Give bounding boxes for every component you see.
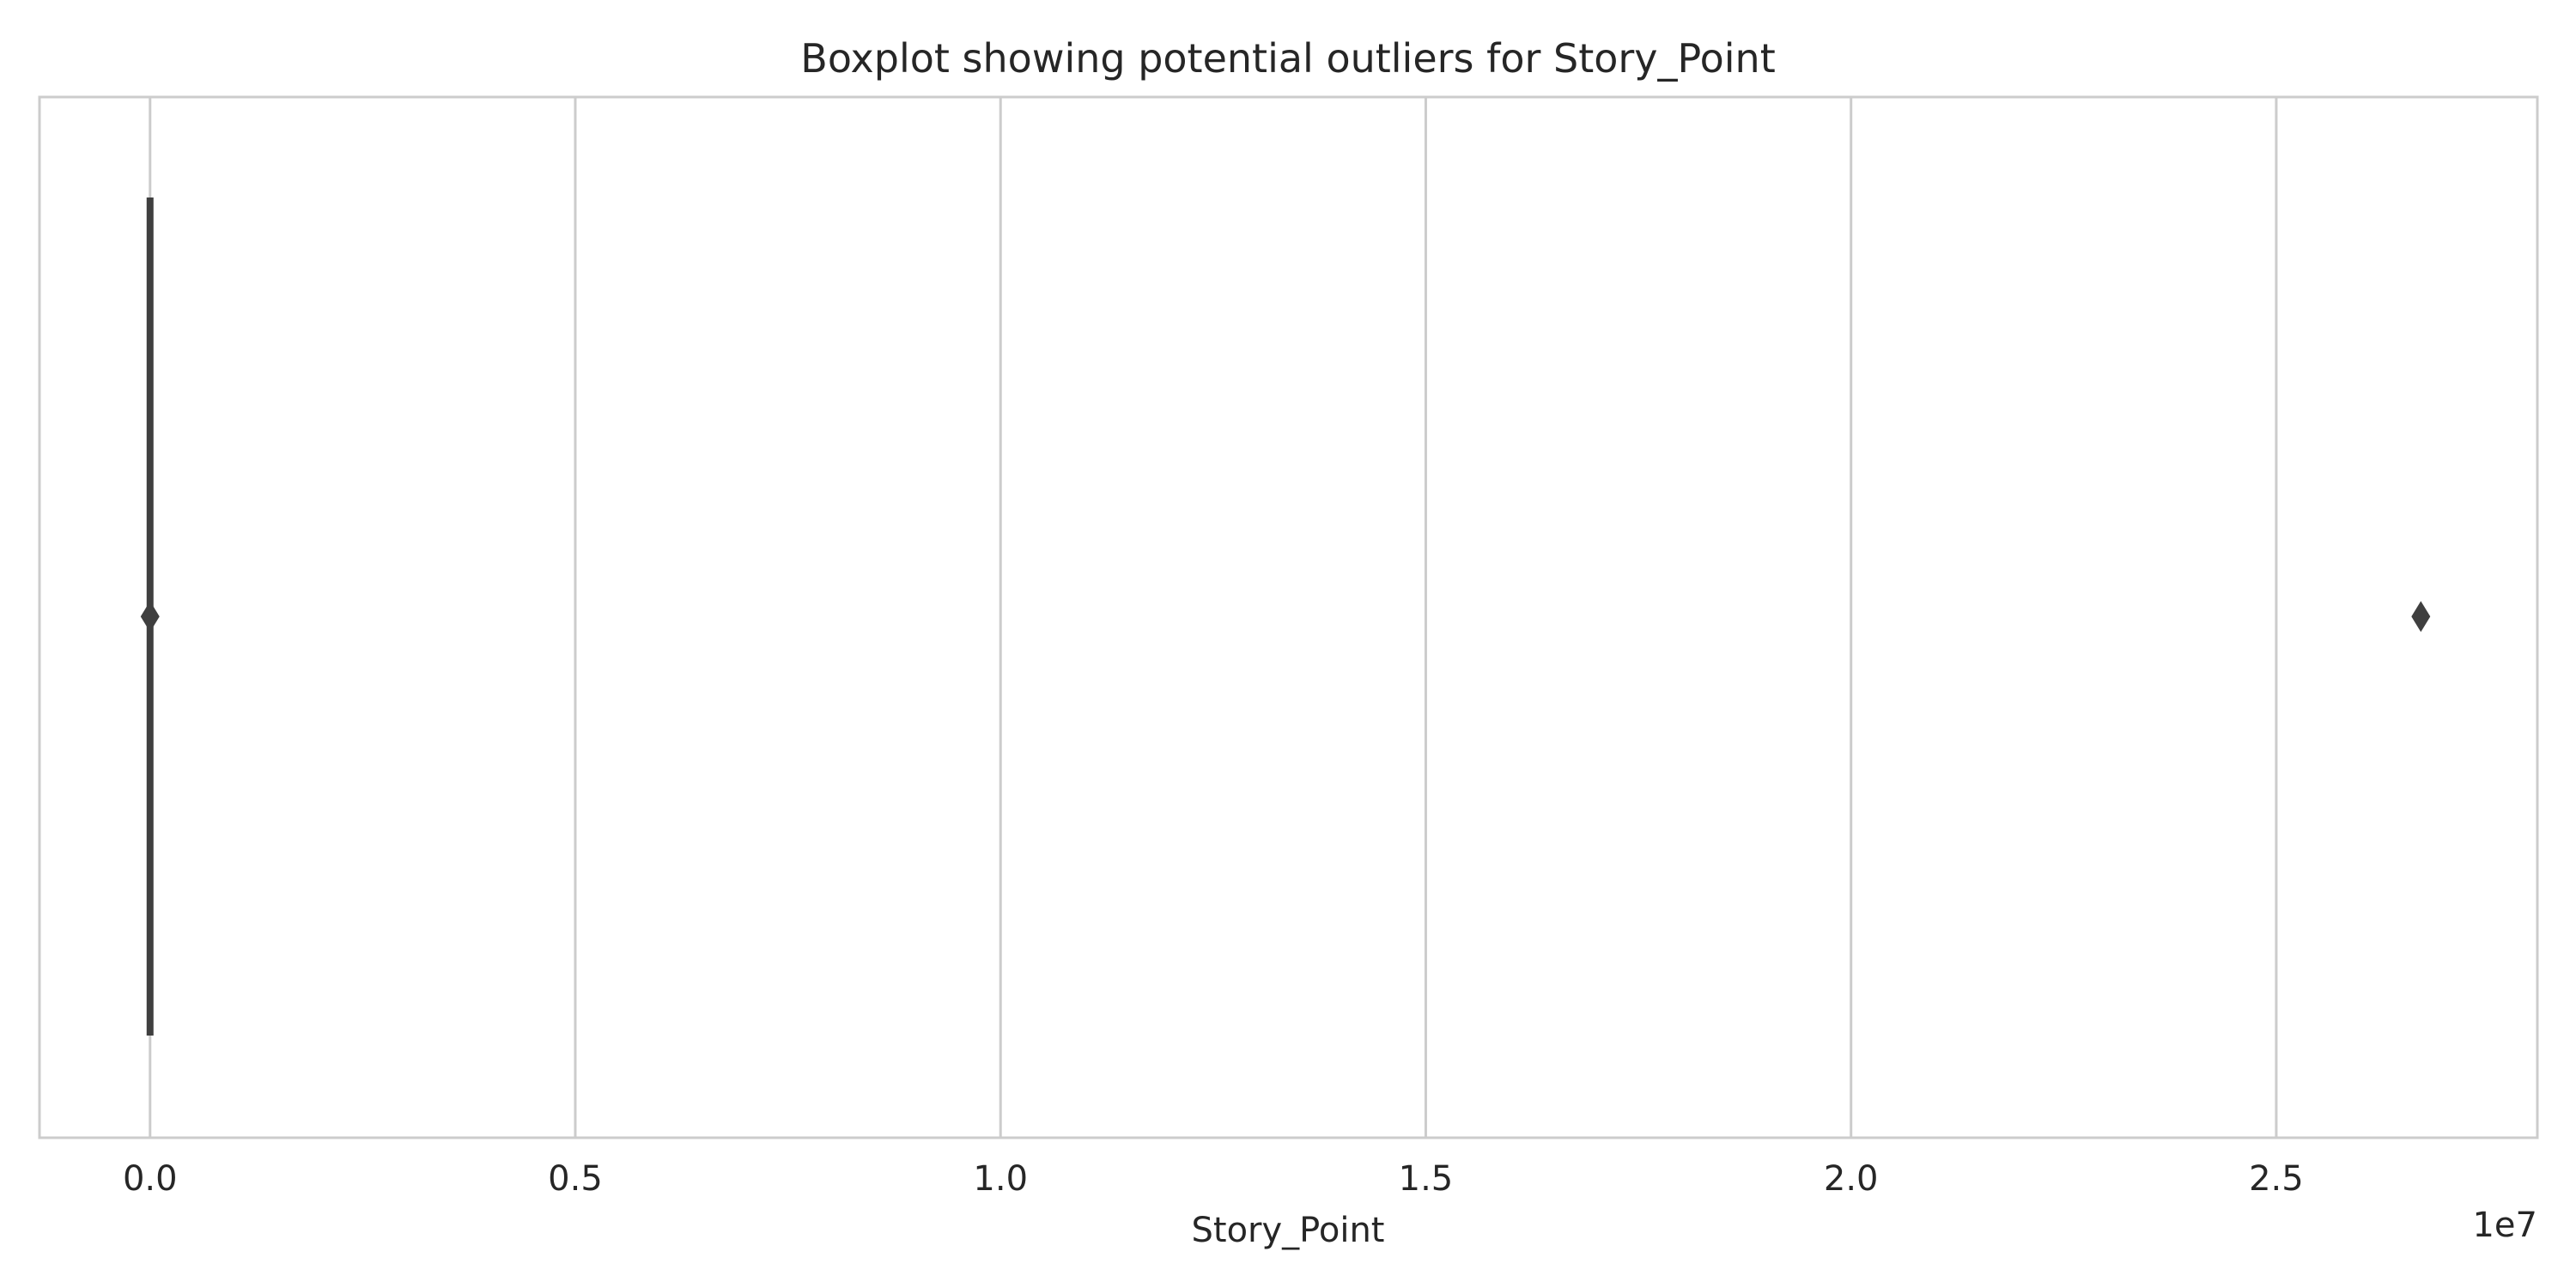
x-tick-label: 1.0 xyxy=(973,1159,1028,1199)
box-layer xyxy=(140,197,2431,1036)
x-offset-label: 1e7 xyxy=(2472,1206,2537,1245)
x-tick-label: 1.5 xyxy=(1399,1159,1454,1199)
x-tick-labels: 0.0 0.5 1.0 1.5 2.0 2.5 xyxy=(123,1159,2304,1199)
x-tick-label: 2.0 xyxy=(1824,1159,1879,1199)
x-axis-label: Story_Point xyxy=(1192,1211,1385,1250)
grid-lines xyxy=(149,97,2278,1138)
x-tick-label: 0.5 xyxy=(548,1159,603,1199)
x-tick-label: 0.0 xyxy=(123,1159,178,1199)
chart-title: Boxplot showing potential outliers for S… xyxy=(800,35,1775,82)
plot-frame xyxy=(38,95,2539,1139)
outlier-point xyxy=(140,601,160,632)
x-tick-label: 2.5 xyxy=(2249,1159,2304,1199)
outlier-point xyxy=(2411,601,2431,632)
